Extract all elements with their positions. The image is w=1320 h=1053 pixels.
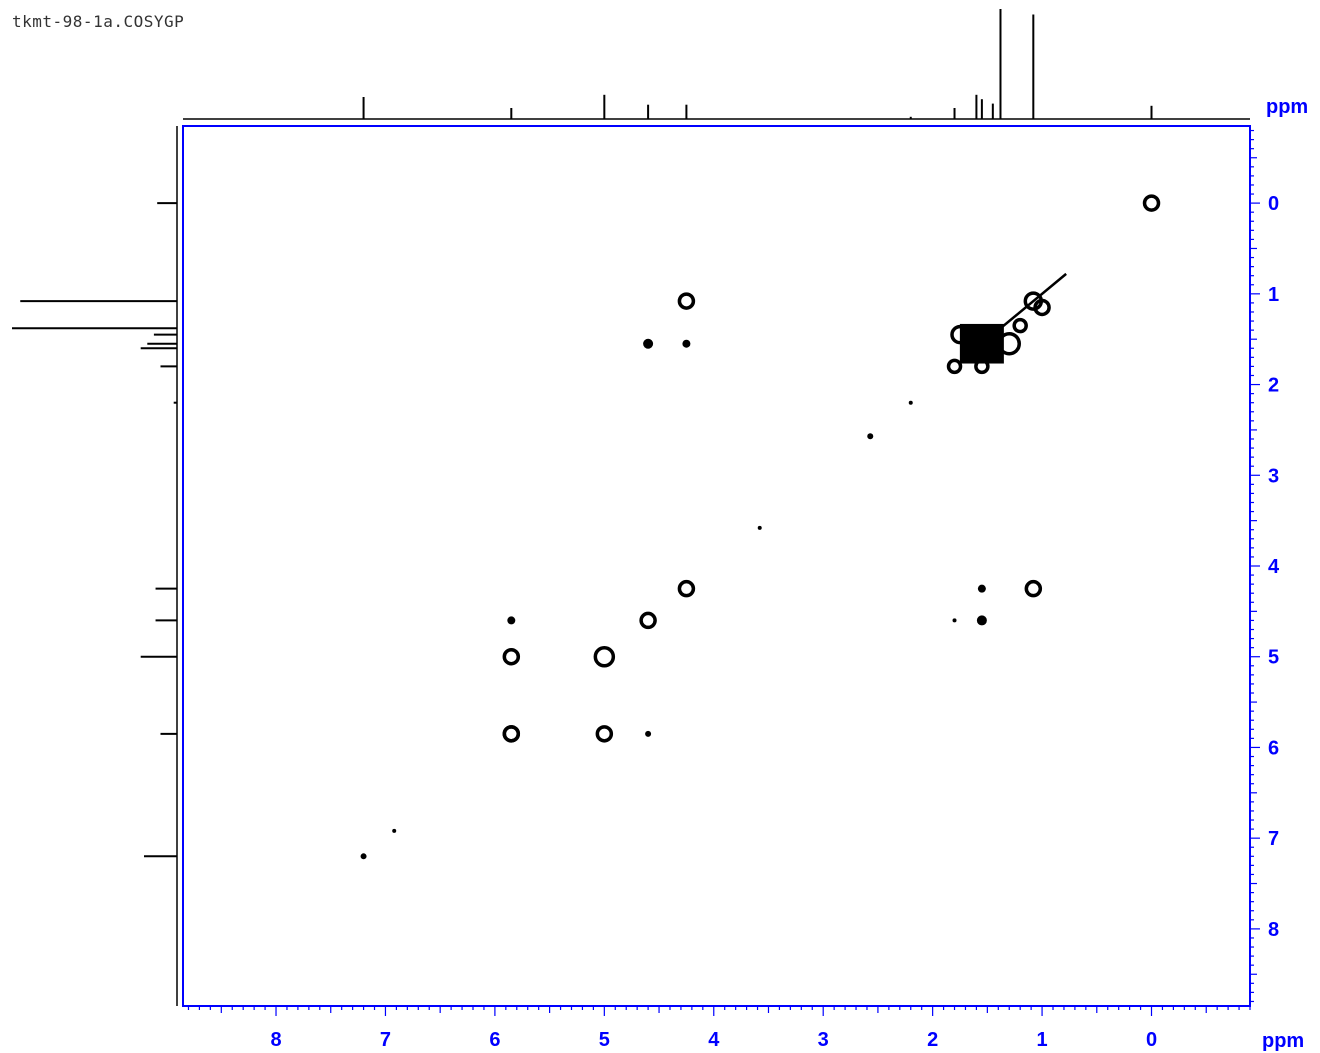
y-tick-label: 7: [1268, 828, 1279, 850]
x-tick-label: 5: [599, 1029, 610, 1051]
cross-peak: [1033, 298, 1051, 317]
x-tick-label: 4: [708, 1029, 720, 1051]
cross-peak: [867, 433, 874, 440]
y-tick-label: 3: [1268, 465, 1279, 487]
cross-peak: [392, 828, 397, 833]
cross-peak: [507, 616, 516, 625]
cross-peak: [593, 645, 616, 668]
cross-peak: [974, 358, 990, 375]
cross-peak: [682, 339, 691, 348]
y-tick-label: 0: [1268, 193, 1279, 215]
cross-peak: [360, 853, 367, 860]
x-tick-label: 0: [1146, 1029, 1157, 1051]
plot-frame: [182, 125, 1251, 1007]
x-tick-label: 7: [380, 1029, 391, 1051]
cross-peak: [645, 730, 652, 737]
x-tick-label: 3: [818, 1029, 829, 1051]
cross-peak: [976, 615, 987, 626]
cross-peak: [950, 324, 970, 345]
y-axis: 0 1 2 3 4 5 6 7 8: [1249, 126, 1280, 1006]
cross-peak: [639, 611, 657, 630]
y-tick-label: 4: [1268, 556, 1280, 578]
x-axis: 8 7 6 5 4 3 2 1 0: [183, 1005, 1251, 1051]
cross-peak: [1024, 579, 1043, 598]
y-tick-label: 2: [1268, 375, 1279, 397]
cross-peak: [946, 358, 963, 375]
y-tick-label: 6: [1268, 737, 1279, 759]
left-projection-spectrum: [12, 126, 178, 1006]
top-projection-spectrum: [183, 9, 1250, 120]
y-tick-label: 1: [1268, 284, 1279, 306]
cross-peak: [1012, 317, 1028, 334]
cross-peak: [677, 292, 696, 310]
x-axis-unit-label: ppm: [1262, 1030, 1304, 1052]
x-tick-label: 6: [489, 1029, 500, 1051]
cross-peak: [997, 331, 1021, 356]
x-tick-label: 2: [927, 1029, 938, 1051]
cross-peak: [677, 579, 696, 598]
cross-peak: [757, 525, 762, 530]
cross-peak: [977, 584, 986, 593]
cross-peak: [595, 725, 614, 743]
y-axis-unit-label: ppm: [1266, 96, 1308, 118]
cross-peak: [502, 647, 521, 666]
cross-peak: [502, 725, 521, 743]
cross-peak: [1142, 194, 1161, 212]
cross-peak: [952, 618, 957, 623]
y-tick-label: 8: [1268, 919, 1279, 941]
x-tick-label: 8: [270, 1029, 281, 1051]
cross-peak: [908, 400, 913, 405]
cross-peak: [643, 338, 654, 349]
file-title: tkmt-98-1a.COSYGP: [12, 12, 185, 31]
y-tick-label: 5: [1268, 647, 1279, 669]
x-tick-label: 1: [1037, 1029, 1048, 1051]
cross-peaks-layer: [360, 194, 1161, 860]
